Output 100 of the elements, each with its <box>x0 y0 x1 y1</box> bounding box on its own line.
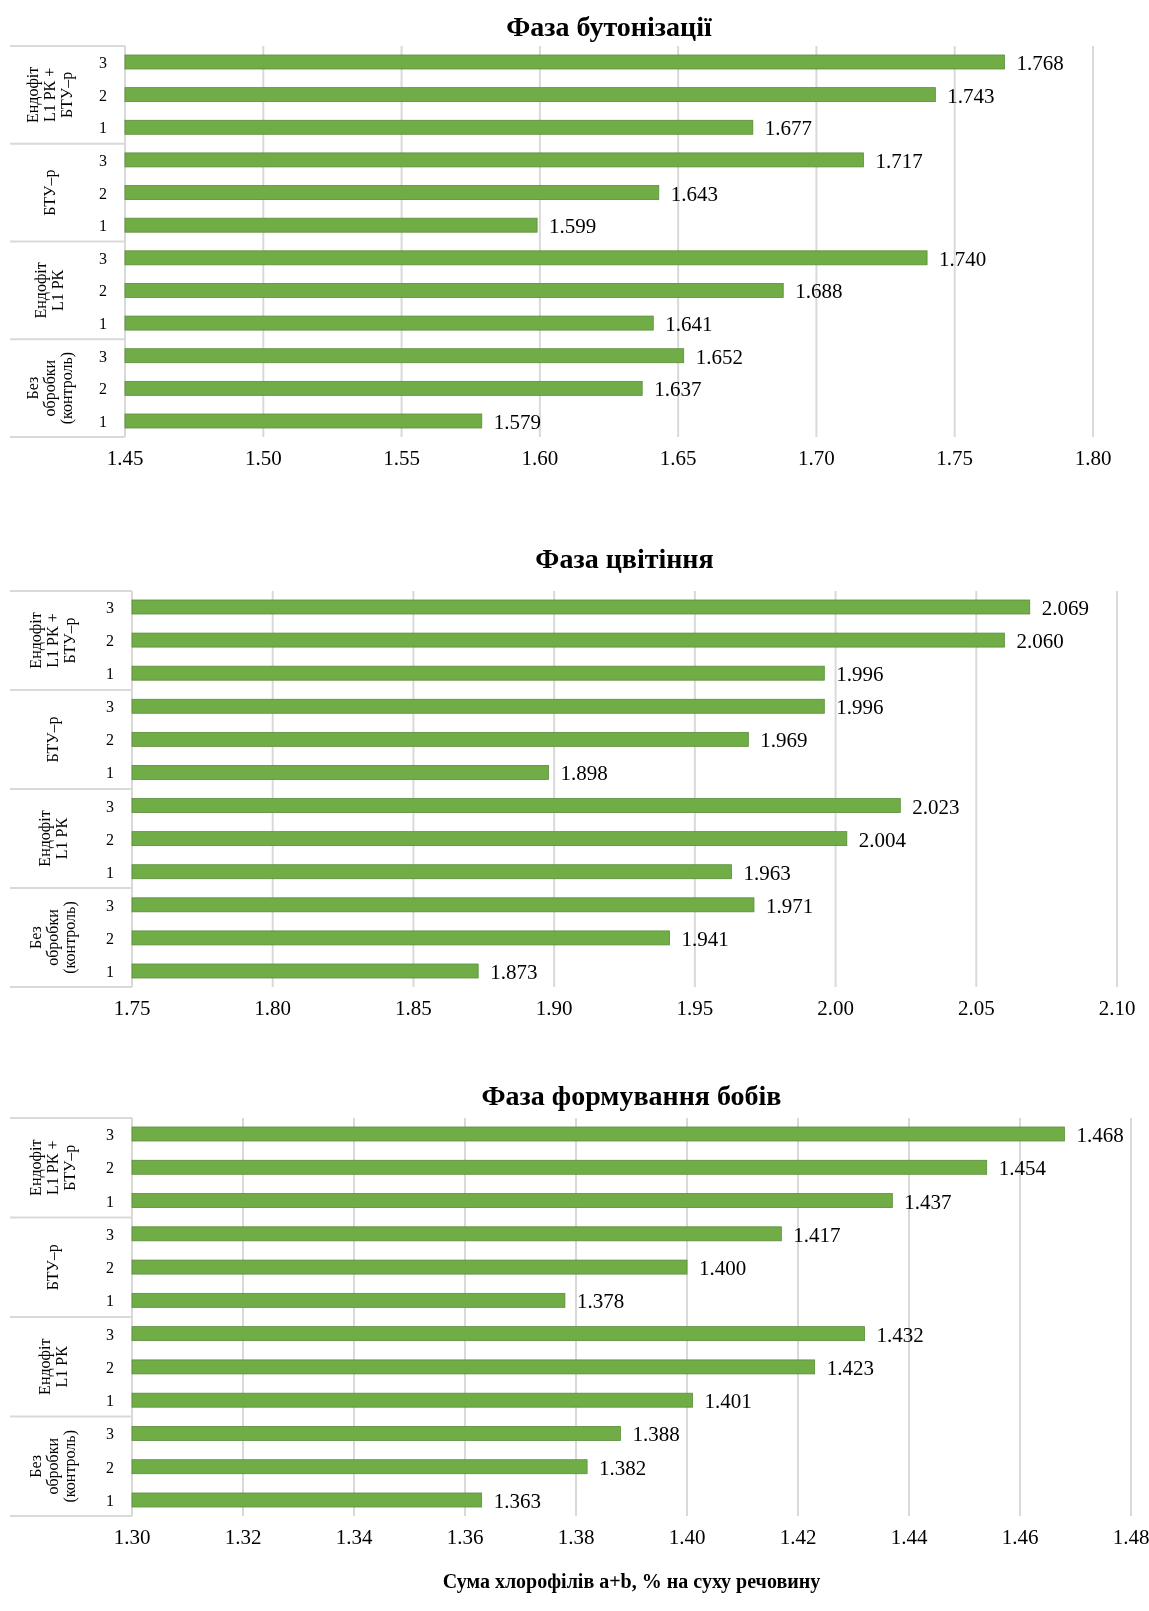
y-tick-label: 3 <box>106 1225 114 1243</box>
y-tick-label: 2 <box>106 1259 114 1277</box>
data-label: 1.382 <box>599 1455 647 1480</box>
data-label: 1.643 <box>670 181 719 206</box>
x-tick-label: 1.36 <box>446 1525 484 1549</box>
x-tick-label: 1.75 <box>936 446 974 470</box>
data-label: 2.069 <box>1041 596 1090 620</box>
data-label: 2.023 <box>912 794 960 819</box>
data-label: 1.641 <box>665 312 713 337</box>
data-label: 1.400 <box>699 1256 747 1281</box>
x-tick-label: 1.45 <box>106 446 144 470</box>
y-tick-label: 2 <box>99 282 107 300</box>
y-tick-label: 1 <box>106 764 114 782</box>
y-tick-label: 1 <box>99 217 107 235</box>
y-tick-label: 3 <box>106 797 114 815</box>
data-label: 1.971 <box>765 893 814 918</box>
x-tick-label: 1.90 <box>535 996 573 1020</box>
y-tick-label: 3 <box>106 1325 114 1343</box>
data-label: 1.378 <box>576 1289 625 1314</box>
data-label: 1.388 <box>632 1422 680 1447</box>
data-label: 1.963 <box>743 860 791 885</box>
y-tick-label: 1 <box>99 315 107 333</box>
data-label: 1.468 <box>1076 1123 1124 1147</box>
y-tick-label: 3 <box>106 1425 114 1443</box>
y-tick-label: 1 <box>106 665 114 683</box>
data-label: 1.599 <box>549 214 597 239</box>
data-label: 1.579 <box>493 410 542 434</box>
y-tick-label: 3 <box>106 896 114 914</box>
y-tick-label: 1 <box>106 1192 114 1210</box>
data-label: 1.996 <box>836 662 884 687</box>
text: Ендофіт L1 РК + БТУ–р <box>23 66 76 124</box>
y-tick-label: 1 <box>106 1292 114 1310</box>
x-tick-label: 1.85 <box>395 996 432 1020</box>
y-tick-label: 1 <box>106 1392 114 1410</box>
data-label: 1.417 <box>793 1222 841 1247</box>
x-tick-label: 2.00 <box>817 996 854 1020</box>
text: Ендофіт L1 РК + БТУ–р <box>27 612 79 669</box>
data-label: 1.677 <box>764 116 813 141</box>
x-axis-title: Сума хлорофілів a+b, % на суху речовину <box>442 1570 821 1593</box>
y-tick-label: 2 <box>99 380 107 398</box>
y-tick-label: 3 <box>99 347 107 365</box>
y-tick-label: 1 <box>106 863 114 881</box>
data-label: 1.423 <box>826 1355 874 1380</box>
y-tick-label: 2 <box>106 1458 114 1476</box>
data-label: 1.437 <box>904 1189 952 1214</box>
y-tick-label: 2 <box>106 929 114 947</box>
x-tick-label: 1.65 <box>659 446 697 470</box>
y-tick-label: 1 <box>106 963 114 980</box>
text: Без обробки (контроль) <box>27 901 79 974</box>
data-label: 1.652 <box>695 344 743 369</box>
text: БТУ–р <box>44 1244 62 1291</box>
y-tick-label: 2 <box>106 731 114 749</box>
data-label: 1.401 <box>704 1389 752 1414</box>
y-tick-label: 1 <box>99 119 107 137</box>
y-tick-label: 3 <box>106 599 114 616</box>
chart-title: Фаза цвітіння <box>535 543 714 574</box>
x-tick-label: 1.60 <box>521 446 559 470</box>
y-tick-label: 3 <box>99 54 107 71</box>
y-tick-label: 2 <box>106 1358 114 1376</box>
data-label: 1.740 <box>939 246 987 271</box>
data-label: 1.743 <box>947 83 995 108</box>
x-tick-label: 1.34 <box>335 1525 373 1549</box>
text: БТУ–р <box>40 169 59 216</box>
x-tick-label: 1.50 <box>244 446 282 470</box>
text: Ендофіт L1 РК <box>32 262 66 319</box>
chart-title: Фаза бутонізації <box>506 11 712 42</box>
y-tick-label: 3 <box>106 1126 114 1143</box>
data-label: 1.454 <box>998 1156 1047 1181</box>
y-tick-label: 2 <box>99 184 107 202</box>
y-tick-label: 1 <box>99 413 107 430</box>
x-tick-label: 1.40 <box>668 1525 706 1549</box>
y-tick-label: 2 <box>106 1159 114 1177</box>
chart-title: Фаза формування бобів <box>481 1080 782 1111</box>
y-tick-label: 2 <box>99 86 107 104</box>
x-tick-label: 1.30 <box>113 1525 151 1549</box>
x-tick-label: 1.70 <box>798 446 835 470</box>
x-tick-label: 1.32 <box>224 1525 262 1549</box>
data-label: 1.898 <box>560 761 608 786</box>
x-tick-label: 1.55 <box>383 446 420 470</box>
x-tick-label: 1.95 <box>676 996 714 1020</box>
y-tick-label: 1 <box>106 1492 114 1509</box>
data-label: 1.717 <box>875 148 923 173</box>
data-label: 1.432 <box>876 1322 924 1347</box>
text: Ендофіт L1 РК + БТУ–р <box>27 1139 79 1196</box>
y-tick-label: 2 <box>106 830 114 848</box>
text: Без обробки (контроль) <box>23 351 76 425</box>
data-label: 1.688 <box>795 279 843 304</box>
data-label: 1.941 <box>681 926 729 951</box>
x-tick-label: 1.80 <box>254 996 292 1020</box>
data-label: 1.996 <box>836 695 884 720</box>
y-tick-label: 2 <box>106 632 114 650</box>
x-tick-label: 1.44 <box>890 1525 928 1549</box>
data-label: 1.363 <box>493 1489 541 1513</box>
text: Ендофіт L1 РК <box>35 1338 70 1395</box>
x-tick-label: 2.05 <box>957 996 995 1020</box>
data-label: 1.873 <box>490 960 538 984</box>
x-tick-label: 1.80 <box>1074 446 1112 470</box>
x-tick-label: 1.46 <box>1001 1525 1039 1549</box>
x-tick-label: 1.48 <box>1112 1525 1149 1549</box>
y-tick-label: 3 <box>99 249 107 267</box>
